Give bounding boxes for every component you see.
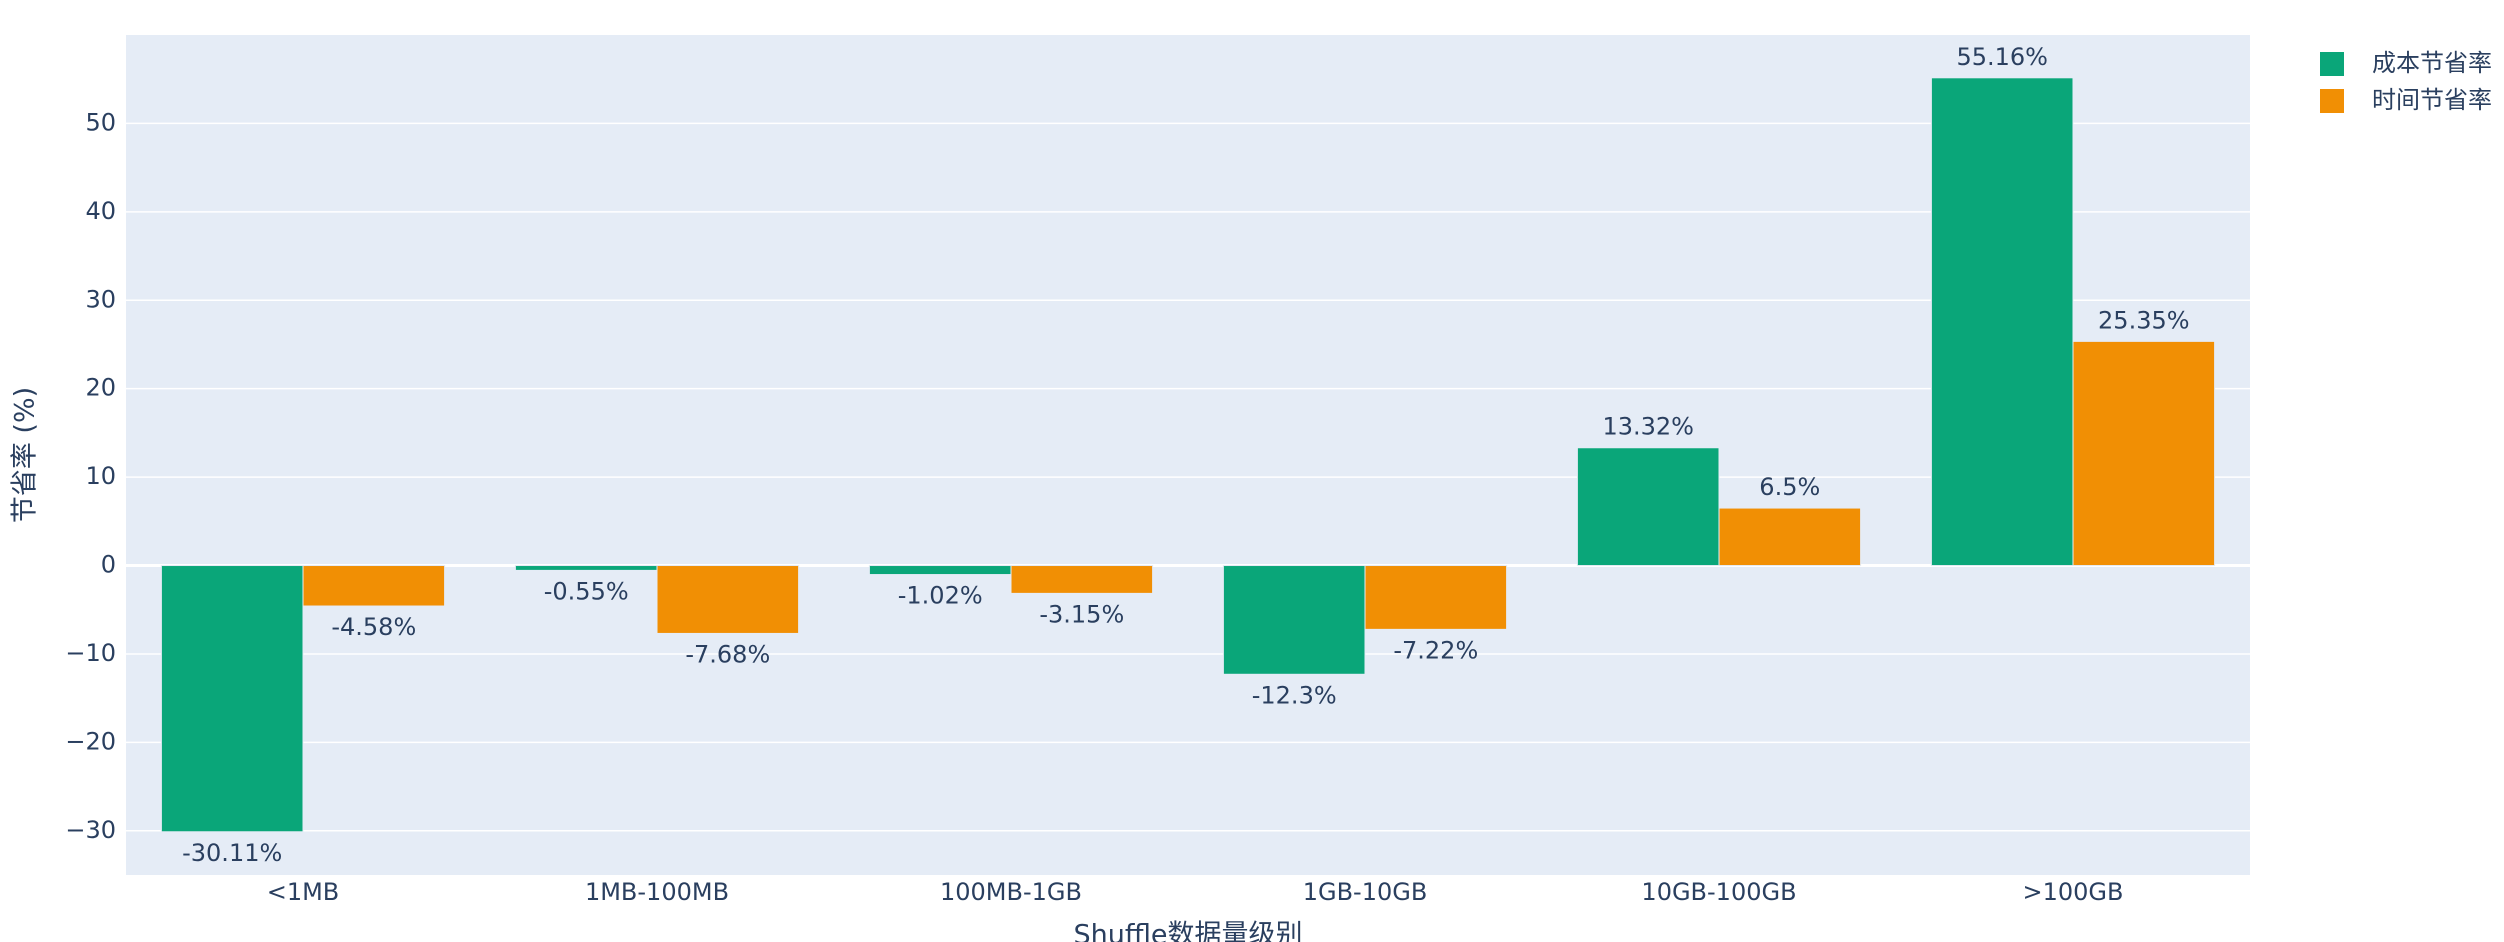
bar bbox=[656, 565, 800, 634]
data-label: 13.32% bbox=[1602, 413, 1694, 441]
y-tick-label: 10 bbox=[85, 462, 116, 490]
y-tick-label: −10 bbox=[65, 639, 116, 667]
x-tick-label: 1GB-10GB bbox=[1303, 878, 1428, 906]
y-tick-label: 30 bbox=[85, 285, 116, 313]
bar bbox=[868, 565, 1012, 576]
data-label: -7.68% bbox=[685, 640, 770, 668]
y-tick-label: 20 bbox=[85, 374, 116, 402]
data-label: -1.02% bbox=[898, 582, 983, 610]
bar bbox=[1930, 77, 2074, 567]
x-tick-label: 10GB-100GB bbox=[1641, 878, 1796, 906]
data-label: 6.5% bbox=[1759, 473, 1820, 501]
bar bbox=[302, 565, 446, 607]
data-label: -0.55% bbox=[544, 577, 629, 605]
bar bbox=[1718, 507, 1862, 567]
bar bbox=[160, 565, 304, 833]
bar bbox=[1010, 565, 1154, 594]
bar bbox=[1364, 565, 1508, 630]
x-tick-label: <1MB bbox=[267, 878, 340, 906]
data-label: -12.3% bbox=[1252, 681, 1337, 709]
data-label: -4.58% bbox=[331, 613, 416, 641]
bar bbox=[2072, 340, 2216, 567]
data-label: -30.11% bbox=[182, 839, 282, 867]
plot-area bbox=[126, 35, 2250, 875]
bar bbox=[1222, 565, 1366, 675]
legend-swatch bbox=[2320, 89, 2344, 113]
data-label: -3.15% bbox=[1039, 600, 1124, 628]
legend-label: 时间节省率 bbox=[2372, 86, 2492, 114]
y-tick-label: 40 bbox=[85, 197, 116, 225]
x-axis-title: Shuffle数据量级别 bbox=[1073, 920, 1302, 942]
bar bbox=[1576, 447, 1720, 567]
legend-swatch bbox=[2320, 52, 2344, 76]
x-tick-label: >100GB bbox=[2023, 878, 2124, 906]
y-tick-label: 0 bbox=[101, 551, 116, 579]
y-axis-title: 节省率 (%) bbox=[10, 387, 41, 523]
x-tick-label: 1MB-100MB bbox=[585, 878, 729, 906]
x-tick-label: 100MB-1GB bbox=[940, 878, 1082, 906]
y-tick-label: 50 bbox=[85, 108, 116, 136]
data-label: 55.16% bbox=[1956, 43, 2048, 71]
y-tick-label: −20 bbox=[65, 727, 116, 755]
y-tick-label: −30 bbox=[65, 816, 116, 844]
data-label: -7.22% bbox=[1393, 636, 1478, 664]
data-label: 25.35% bbox=[2098, 306, 2190, 334]
legend-label: 成本节省率 bbox=[2372, 49, 2492, 77]
bar bbox=[514, 565, 658, 571]
